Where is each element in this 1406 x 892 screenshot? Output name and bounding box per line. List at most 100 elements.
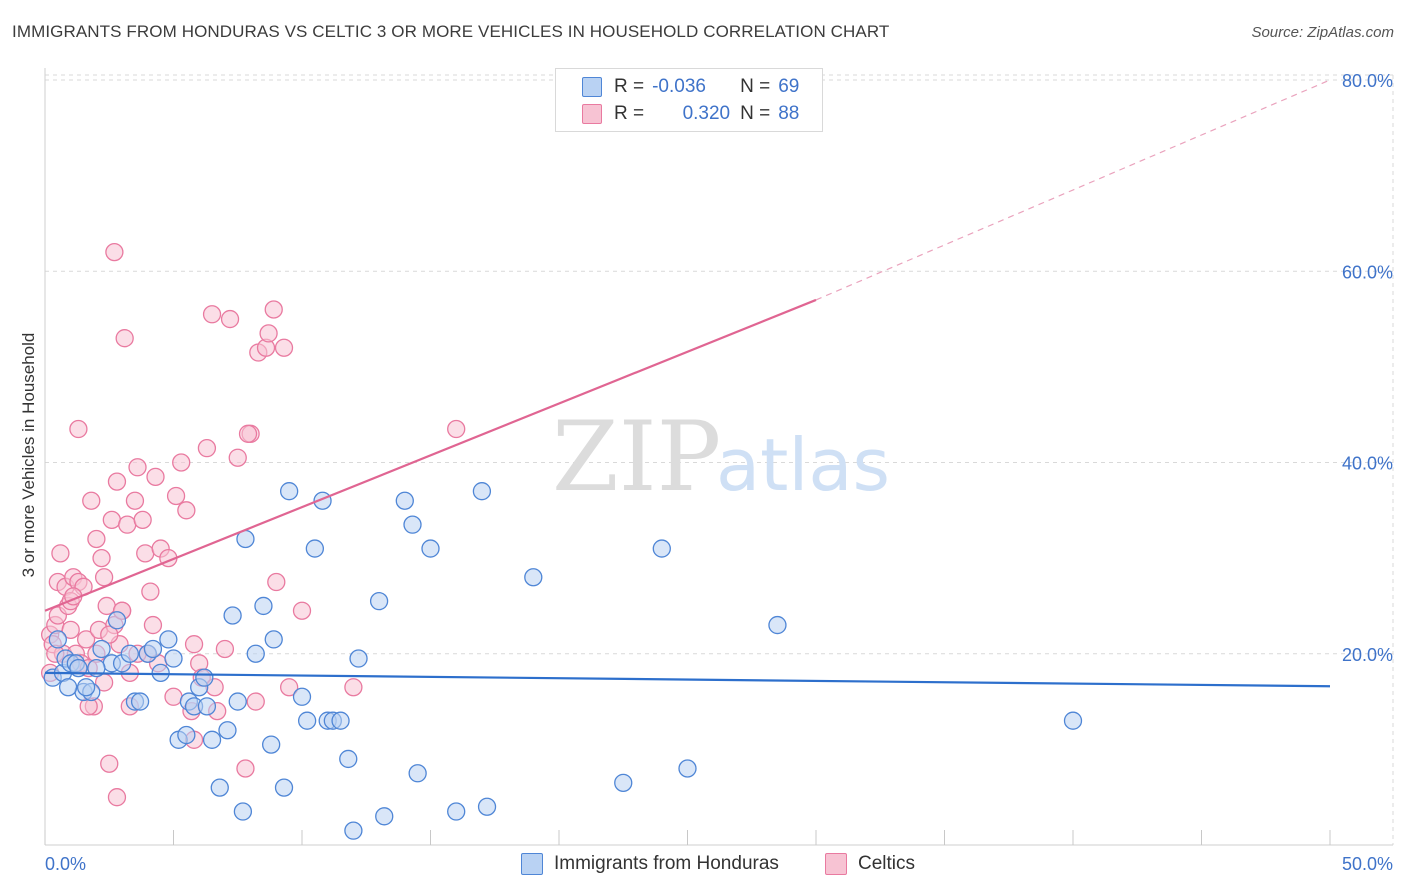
honduras-point [279, 482, 299, 501]
y-tick-label: 60.0% [1342, 262, 1393, 282]
celtics-point [125, 491, 145, 510]
honduras-point [151, 663, 170, 683]
honduras-point [218, 721, 237, 740]
celtics-point [69, 419, 88, 439]
legend-n-value: 88 [778, 103, 800, 124]
watermark: ZIP atlas [552, 401, 890, 513]
y-axis-label: 3 or more Vehicles in Household [19, 333, 38, 578]
trend-lines [44, 79, 1331, 688]
honduras-point [164, 649, 183, 668]
celtics-point [141, 582, 160, 601]
legend-n-value: 69 [778, 76, 800, 97]
honduras-point [369, 592, 389, 611]
celtics-point [136, 544, 155, 563]
legend-r-value: -0.036 [652, 76, 706, 97]
legend-label-honduras: Immigrants from Honduras [554, 853, 779, 874]
honduras-point [130, 692, 150, 711]
honduras-point [107, 611, 127, 630]
legend-swatch-celtics [825, 853, 847, 875]
honduras-point [477, 797, 497, 816]
x-tick-label: 0.0% [45, 854, 86, 874]
celtics-point [105, 242, 124, 262]
celtics-point [447, 419, 466, 439]
legend-n-label: N = [740, 103, 771, 124]
honduras-point [305, 539, 325, 558]
celtics-point [87, 529, 106, 549]
celtics-points [40, 242, 466, 807]
celtics-point [177, 501, 196, 520]
honduras-point [159, 630, 178, 649]
celtics-point [100, 754, 119, 773]
celtics-point [274, 338, 294, 357]
tick-labels: 20.0% 40.0% 60.0% 80.0% 0.0% 50.0% [45, 71, 1393, 874]
honduras-point [331, 711, 350, 730]
honduras-point [210, 778, 229, 797]
honduras-point [48, 630, 67, 649]
legend-r-value: 0.320 [682, 103, 731, 124]
celtics-point [128, 458, 147, 477]
honduras-point [120, 644, 139, 663]
honduras-point [614, 773, 633, 792]
legend-r-label: R = [614, 76, 645, 97]
honduras-point [233, 802, 253, 821]
honduras-point [395, 491, 414, 510]
honduras-point [472, 482, 492, 501]
celtics-point [246, 692, 265, 711]
celtics-point [184, 635, 204, 654]
y-tick-label: 40.0% [1342, 454, 1393, 474]
honduras-point [421, 539, 440, 558]
watermark-zip: ZIP [552, 401, 721, 513]
honduras-point [403, 515, 422, 534]
honduras-point [524, 568, 543, 587]
honduras-point [768, 615, 787, 635]
honduras-point [177, 725, 196, 745]
celtics-trend-extension [815, 79, 1331, 301]
honduras-point [246, 644, 265, 663]
celtics-point [146, 467, 165, 486]
celtics-point [61, 620, 80, 639]
celtics-point [228, 448, 247, 467]
celtics-point [107, 788, 127, 807]
honduras-point [197, 697, 217, 716]
celtics-point [92, 548, 111, 568]
honduras-point [223, 606, 242, 625]
celtics-point [166, 486, 186, 506]
celtics-point [164, 687, 183, 706]
chart-title: IMMIGRANTS FROM HONDURAS VS CELTIC 3 OR … [12, 22, 890, 41]
honduras-point [447, 802, 466, 821]
honduras-trend-line [44, 671, 1331, 688]
honduras-point [76, 678, 96, 697]
celtics-point [143, 615, 163, 635]
celtics-point [102, 510, 121, 530]
legend-swatch-honduras [521, 853, 543, 875]
celtics-point [107, 472, 127, 491]
honduras-point [408, 764, 427, 783]
y-tick-label: 20.0% [1342, 645, 1393, 665]
legend-r-label: R = [614, 103, 645, 124]
celtics-point [100, 625, 119, 644]
honduras-point [143, 639, 163, 659]
honduras-point [254, 596, 273, 616]
honduras-point [339, 749, 358, 769]
y-tick-label: 80.0% [1342, 71, 1393, 91]
celtics-point [97, 596, 116, 616]
celtics-point [202, 305, 222, 324]
legend-row-celtics: R = 0.320 N = 88 [556, 101, 799, 127]
celtics-point [215, 639, 235, 659]
celtics-point [259, 324, 278, 343]
honduras-point [652, 539, 671, 558]
honduras-point [349, 649, 368, 668]
celtics-point [267, 572, 286, 592]
celtics-point [220, 309, 240, 329]
celtics-point [51, 544, 70, 563]
series-legend: Immigrants from Honduras Celtics [0, 851, 1406, 879]
stats-legend: R = -0.036 N = 69 R = 0.320 N = 88 [555, 68, 823, 132]
celtics-point [133, 510, 152, 530]
honduras-point [202, 730, 222, 749]
honduras-point [58, 678, 78, 697]
celtics-point [115, 329, 134, 348]
legend-swatch-celtics [582, 104, 602, 124]
honduras-point [375, 807, 394, 826]
celtics-point [94, 568, 114, 587]
